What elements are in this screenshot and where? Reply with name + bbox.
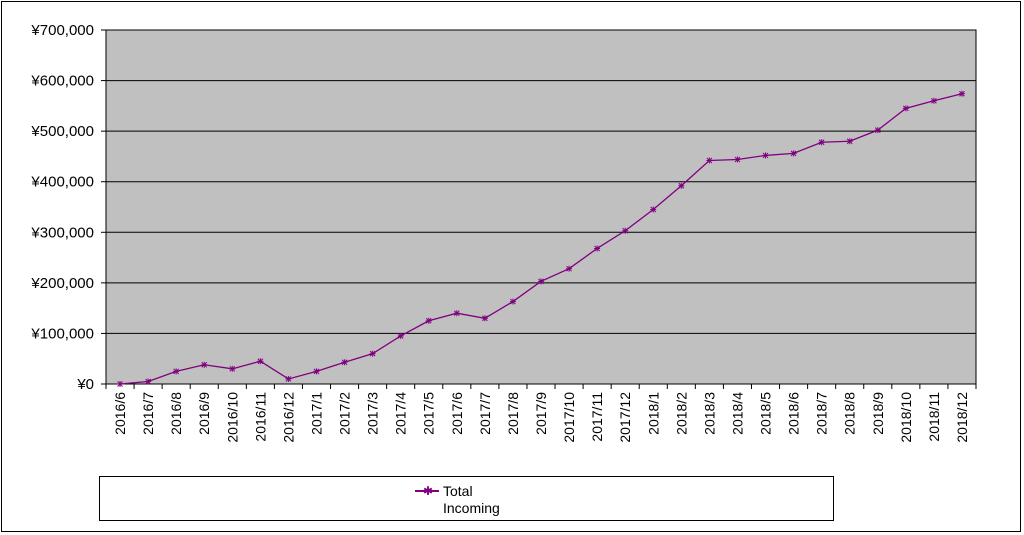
x-tick-label: 2017/10 (561, 392, 577, 443)
y-tick-label: ¥500,000 (30, 123, 94, 140)
data-point (874, 127, 881, 134)
x-tick-label: 2017/4 (393, 392, 409, 435)
x-tick-label: 2018/10 (898, 392, 914, 443)
legend: ✱ Total Incoming (99, 476, 834, 521)
data-point (734, 156, 741, 163)
data-point (369, 350, 376, 357)
data-point (566, 265, 573, 272)
data-point (930, 97, 937, 104)
data-point (818, 139, 825, 146)
x-tick-label: 2017/5 (421, 392, 437, 435)
gridlines (106, 80, 976, 334)
y-tick-label: ¥600,000 (30, 73, 94, 90)
x-tick-label: 2017/1 (308, 392, 324, 435)
y-tick-label: ¥0 (76, 376, 94, 393)
legend-swatch-total-incoming (415, 490, 439, 492)
data-point (453, 310, 460, 317)
x-tick-label: 2017/12 (617, 392, 633, 443)
x-tick-label: 2017/6 (449, 392, 465, 435)
data-point (229, 365, 236, 372)
data-point (678, 182, 685, 189)
series-total-incoming (117, 90, 965, 387)
legend-marker-icon: ✱ (423, 484, 434, 498)
data-point (594, 245, 601, 252)
y-tick-label: ¥200,000 (30, 275, 94, 292)
x-tick-label: 2018/11 (926, 392, 942, 442)
x-tick-label: 2017/8 (505, 392, 521, 435)
x-tick-label: 2016/9 (196, 392, 212, 435)
data-point (173, 368, 180, 375)
y-axis-ticks: ¥0 ¥100,000 ¥200,000 ¥300,000 ¥400,000 ¥500,0… (30, 22, 106, 393)
data-point (958, 90, 965, 97)
data-point (790, 150, 797, 157)
x-tick-label: 2016/10 (224, 392, 240, 443)
plot-area (105, 29, 977, 385)
x-tick-label: 2018/9 (870, 392, 886, 435)
data-point (397, 332, 404, 339)
x-axis-ticks: 2016/6 2016/7 2016/8 2016/9 2016/10 2016/11 20… (105, 384, 977, 443)
data-point (117, 381, 124, 387)
x-tick-label: 2018/4 (729, 392, 745, 435)
data-point (538, 278, 544, 285)
data-point (509, 298, 516, 305)
y-tick-label: ¥400,000 (30, 174, 94, 191)
x-tick-label: 2018/2 (673, 392, 689, 435)
data-point (313, 368, 320, 375)
data-point (425, 317, 432, 324)
data-point (201, 361, 208, 368)
x-tick-label: 2017/2 (337, 392, 353, 435)
x-tick-label: 2017/7 (477, 392, 493, 435)
data-point (650, 206, 657, 213)
x-tick-label: 2018/6 (786, 392, 802, 435)
x-tick-label: 2018/12 (954, 392, 970, 443)
data-point (762, 152, 769, 159)
data-point (285, 375, 292, 382)
x-tick-label: 2018/3 (701, 392, 717, 435)
y-tick-label: ¥300,000 (30, 224, 94, 241)
x-tick-label: 2016/12 (280, 392, 296, 443)
data-point (257, 358, 264, 365)
x-tick-label: 2018/1 (645, 392, 661, 435)
data-point (341, 359, 348, 366)
x-tick-label: 2016/7 (140, 392, 156, 435)
data-point (846, 138, 853, 145)
legend-label-line2: Incoming (443, 500, 500, 516)
legend-label-line1: Total (443, 483, 473, 499)
x-tick-label: 2018/8 (842, 392, 858, 435)
data-point (481, 315, 488, 322)
y-tick-label: ¥700,000 (30, 22, 94, 39)
y-tick-label: ¥100,000 (30, 325, 94, 342)
x-tick-label: 2018/7 (814, 392, 830, 435)
data-point (145, 378, 152, 385)
data-point (706, 157, 713, 164)
x-tick-label: 2018/5 (758, 392, 774, 435)
data-point (902, 105, 909, 112)
legend-label-total-incoming: Total Incoming (443, 483, 533, 517)
x-tick-label: 2017/3 (365, 392, 381, 435)
x-tick-label: 2016/6 (112, 392, 128, 435)
x-tick-label: 2016/11 (252, 392, 268, 442)
x-tick-label: 2017/9 (533, 392, 549, 435)
x-tick-label: 2016/8 (168, 392, 184, 435)
x-tick-label: 2017/11 (589, 392, 605, 442)
data-point (622, 227, 629, 234)
